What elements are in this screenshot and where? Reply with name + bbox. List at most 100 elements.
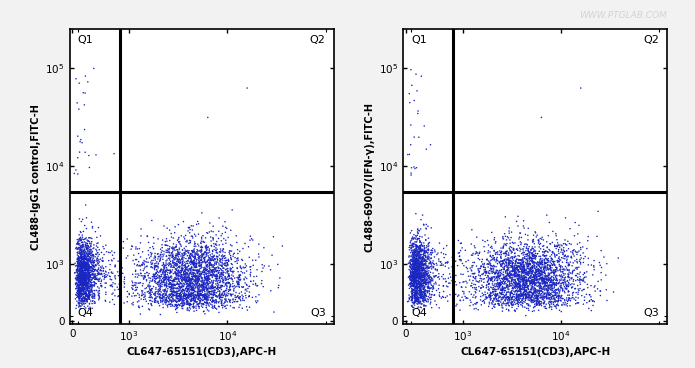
Point (513, 273, 524, 279)
Point (507, 302, 518, 308)
Point (81, 261, 92, 267)
Point (415, 252, 426, 258)
Point (183, 256, 194, 262)
Point (94, 294, 105, 300)
Point (415, 248, 426, 254)
Point (89, 263, 100, 269)
Point (167, 297, 179, 302)
Point (423, 248, 434, 254)
Point (117, 265, 128, 271)
Point (411, 274, 423, 280)
Point (416, 246, 427, 252)
Point (159, 276, 170, 282)
Point (532, 294, 543, 300)
Point (183, 283, 194, 289)
Point (414, 263, 425, 269)
Point (208, 279, 219, 285)
Point (513, 277, 524, 283)
Point (73, 285, 84, 291)
Point (170, 247, 181, 253)
Point (188, 300, 199, 306)
Point (515, 299, 526, 305)
Point (531, 277, 542, 283)
Point (188, 284, 199, 290)
Point (518, 272, 530, 278)
Point (519, 284, 530, 290)
Point (78, 261, 89, 267)
Point (79, 271, 90, 277)
Point (417, 247, 428, 253)
Text: Q2: Q2 (310, 35, 326, 45)
Point (498, 260, 509, 266)
Point (178, 294, 189, 300)
Point (466, 299, 477, 305)
Point (487, 279, 498, 284)
Point (504, 283, 515, 289)
Point (81, 244, 92, 250)
Point (515, 261, 526, 267)
Point (406, 256, 417, 262)
Point (414, 261, 425, 267)
Point (154, 294, 165, 300)
Point (421, 280, 432, 286)
Point (206, 272, 217, 278)
Point (513, 266, 524, 272)
Point (411, 258, 422, 263)
Point (434, 276, 445, 282)
Point (81, 283, 92, 289)
Point (528, 262, 539, 268)
Point (181, 261, 192, 267)
Point (562, 267, 573, 273)
Point (566, 255, 577, 261)
Point (90, 276, 101, 282)
Point (158, 282, 170, 287)
Point (220, 229, 231, 235)
Point (182, 283, 193, 289)
Point (145, 287, 156, 293)
Point (411, 277, 422, 283)
Point (79, 285, 90, 291)
Point (161, 247, 172, 253)
Point (552, 244, 563, 250)
Point (518, 277, 529, 283)
Point (210, 247, 221, 253)
Point (419, 278, 430, 284)
Point (172, 291, 183, 297)
Point (235, 276, 246, 282)
Point (220, 288, 231, 294)
Point (519, 255, 530, 261)
Point (202, 286, 213, 291)
Point (530, 244, 541, 250)
Point (407, 287, 418, 293)
Point (190, 299, 202, 305)
Point (195, 250, 206, 255)
Point (162, 225, 173, 231)
Point (418, 286, 430, 291)
Point (172, 273, 183, 279)
Point (425, 277, 436, 283)
Point (409, 232, 420, 238)
Point (158, 301, 169, 307)
Point (486, 275, 498, 281)
Point (489, 301, 500, 307)
Point (503, 299, 514, 305)
Point (533, 283, 544, 289)
Point (197, 284, 208, 290)
Point (215, 277, 226, 283)
Point (539, 269, 550, 275)
Point (418, 298, 429, 304)
Point (171, 268, 182, 273)
Text: Q1: Q1 (411, 35, 427, 45)
Point (220, 270, 231, 276)
Point (540, 256, 551, 262)
Point (511, 270, 522, 276)
Point (227, 272, 238, 278)
Point (79, 266, 90, 272)
Point (555, 280, 566, 286)
Point (516, 268, 528, 274)
Point (468, 271, 480, 277)
Point (556, 247, 567, 253)
Point (407, 267, 418, 273)
Point (409, 294, 420, 300)
Point (483, 270, 494, 276)
